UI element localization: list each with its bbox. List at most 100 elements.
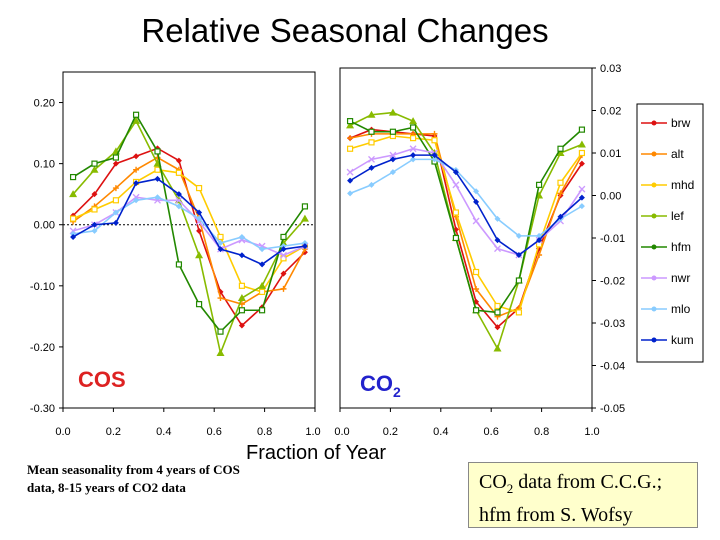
panel-2-series-alt-point <box>536 252 543 258</box>
panel-1-series-hfm-point <box>154 148 161 155</box>
panel-2-series-lef-point <box>577 140 586 148</box>
legend-marker-nwr <box>651 275 657 281</box>
panel-1-ytick-label: -0.10 <box>30 281 55 293</box>
panel-2-ytick-label: 0.02 <box>600 106 621 118</box>
panel-2-series-mhd-point <box>557 179 564 186</box>
panel-1-series-mhd-point <box>112 197 120 204</box>
panel-1-series-brw-point <box>91 191 98 198</box>
panel-1-series-mhd-point <box>175 169 183 176</box>
panel-1-series-kum-point <box>259 261 266 268</box>
panel-1-series-kum-point <box>175 191 182 198</box>
panel-2-series-mhd-point <box>472 268 480 276</box>
panel-2-label: CO2 <box>360 371 401 400</box>
panel-2-series-kum-point <box>410 152 417 159</box>
panel-2-series-lef-point <box>409 117 418 125</box>
panel-2-series-mhd-point <box>452 209 460 216</box>
panel-2-series-alt-line <box>349 133 583 318</box>
panel-2-series-mhd-point <box>368 139 375 146</box>
panel-2-series-kum-point <box>473 198 480 205</box>
panel-1-series-kum-point <box>70 233 77 240</box>
panel-2-series-kum-point <box>536 237 543 244</box>
panel-1-series-mhd-line <box>72 168 306 293</box>
panel-2-series-lef-point <box>556 149 565 156</box>
panel-1-series-brw-point <box>133 153 140 160</box>
panel-2-series-lef-point <box>493 344 502 352</box>
panel-1-ytick-label: 0.10 <box>34 159 55 171</box>
legend-label-kum: kum <box>671 333 694 347</box>
caption-note-text: Mean seasonality from 4 years of COS dat… <box>27 462 240 495</box>
panel-1-xtick-label: 0.8 <box>257 426 272 438</box>
legend-marker-brw <box>651 120 657 126</box>
panel-1-series-mhd-point <box>238 282 246 289</box>
panel-2-series-mhd-point <box>409 135 417 142</box>
panel-1-series-lef-point <box>69 190 78 198</box>
chart-title: Relative Seasonal Changes <box>141 12 549 49</box>
panel-1-series-kum-point <box>301 243 308 250</box>
credit-line1-sub: 2 <box>506 481 514 496</box>
panel-2-series-mlo-point <box>347 190 354 197</box>
panel-1-xtick-label: 0.6 <box>207 426 222 438</box>
panel-1-series-mhd-point <box>217 233 224 241</box>
panel-2-series-nwr-point <box>409 145 417 153</box>
panel-2-series-mhd-point <box>578 149 586 157</box>
panel-1-series-mlo-point <box>175 203 182 210</box>
panel-2-series-hfm-point <box>472 307 480 314</box>
legend-label-brw: brw <box>671 116 691 130</box>
panel-2-xtick-label: 0.0 <box>334 426 349 438</box>
panel-2-series-alt-point <box>557 190 564 197</box>
panel-2-series-kum-point <box>431 152 438 159</box>
legend-marker-mlo <box>651 306 657 312</box>
panel-1-series-alt-point <box>280 285 287 292</box>
panel-1-ytick-label: -0.20 <box>30 342 55 354</box>
panel-1-series-mhd-point <box>154 166 161 173</box>
panel-2-series-hfm-point <box>409 124 417 131</box>
panel-1-series-hfm-point <box>175 261 183 268</box>
panel-2-series-hfm-point <box>389 128 397 135</box>
panel-2-series-kum-point <box>368 164 375 171</box>
legend-marker-alt <box>651 151 657 157</box>
panel-2-series-nwr-point <box>472 217 480 225</box>
legend-label-nwr: nwr <box>671 271 690 285</box>
panel-1-series-mhd-point <box>258 288 266 296</box>
panel-1-series-hfm-point <box>132 111 140 118</box>
panel-2-series-mhd-point <box>494 302 501 310</box>
panel-2-series-lef-point <box>367 110 376 118</box>
panel-1-series-mlo-point <box>280 243 287 250</box>
panel-2-ytick-label: 0.01 <box>600 148 621 160</box>
panel-1-series-brw-line <box>72 147 306 327</box>
panel-2-xtick-label: 0.4 <box>433 426 448 438</box>
panel-2-series-kum-point <box>557 213 564 220</box>
panel-1-series-hfm-point <box>301 203 309 210</box>
panel-2-series-kum-point <box>515 252 522 258</box>
panel-1-xtick-label: 0.2 <box>106 426 121 438</box>
panel-1-series-lef-line <box>72 119 306 356</box>
panel-2-series-mlo-point <box>410 156 417 163</box>
panel-2-series-alt-point <box>347 135 354 142</box>
panel-2-label-sub: 2 <box>393 384 401 400</box>
panel-2-series-hfm-point <box>368 128 375 135</box>
panel-2-series-nwr-point <box>578 185 586 193</box>
legend-label-mlo: mlo <box>671 302 691 316</box>
panel-2-ytick-label: -0.01 <box>600 233 625 245</box>
panel-1-series-mhd-point <box>195 184 203 192</box>
panel-1-series-lef-point <box>216 349 225 357</box>
panel-2-series-kum-line <box>349 154 583 256</box>
panel-1-series-hfm-line <box>72 113 306 333</box>
panel-1-series-kum-point <box>238 252 245 259</box>
panel-1-frame <box>62 71 316 409</box>
panel-2-series-nwr-line <box>349 147 583 256</box>
panel-1-series-lef-point <box>258 281 267 289</box>
panel-2-series-mlo-point <box>431 156 438 163</box>
panel-1-series-lef-point <box>195 251 204 259</box>
panel-1-series-nwr-point <box>195 218 203 226</box>
panel-2-series-mhd-point <box>346 145 354 152</box>
panel-2-series-mhd-point <box>431 137 438 144</box>
legend-marker-mhd <box>651 182 657 188</box>
panel-2-series-mlo-line <box>349 158 583 237</box>
panel-2-frame <box>339 67 593 409</box>
panel-1-xtick-label: 0.0 <box>55 426 70 438</box>
panel-2-series-hfm-point <box>515 277 523 284</box>
panel-2-series-kum-point <box>389 156 396 163</box>
panel-1-series-mlo-point <box>112 209 119 216</box>
panel-1-series-mlo-point <box>154 194 161 201</box>
